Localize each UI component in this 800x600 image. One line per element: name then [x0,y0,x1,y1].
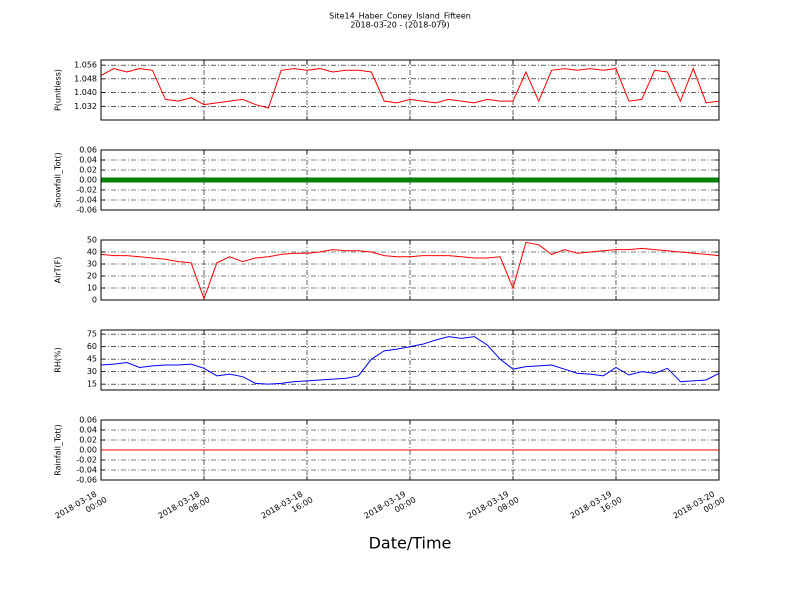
y-tick-label: -0.02 [76,186,97,195]
y-tick-label: -0.06 [76,206,97,215]
x-tick-label: 2018-03-1800:00 [53,486,108,529]
y-axis-label: AirT(F) [54,257,63,284]
y-tick-label: -0.06 [76,476,97,485]
y-tick-label: 30 [87,367,97,376]
y-tick-label: 0.00 [79,446,97,455]
plot-frame [100,149,720,211]
chart-title: Site14_Haber_Coney_Island_Fifteen [329,12,471,21]
data-line [100,67,720,109]
y-tick-label: 0.06 [79,146,97,155]
x-tick-label: 2018-03-2000:00 [671,486,726,529]
y-tick-label: 40 [87,248,97,257]
y-tick-label: 1.032 [74,102,97,111]
x-tick-label: 2018-03-1816:00 [259,486,314,529]
y-tick-label: 0.02 [79,166,97,175]
y-tick-label: 50 [87,236,97,245]
y-tick-label: 45 [87,355,97,364]
x-tick-label: 2018-03-1900:00 [362,486,417,529]
y-tick-label: -0.02 [76,456,97,465]
y-tick-label: 75 [87,330,97,339]
x-axis-label: Date/Time [369,534,452,553]
y-tick-label: 15 [87,380,97,389]
y-axis-label: P(unitless) [54,69,63,111]
y-tick-label: 0.06 [79,416,97,425]
y-axis-label: Rainfall_Tot() [54,424,63,476]
x-tick-label: 2018-03-1808:00 [156,486,211,529]
y-tick-label: 0.04 [79,156,97,165]
plot-frame [100,239,720,301]
y-tick-label: 30 [87,260,97,269]
plot-frame [100,329,720,391]
y-tick-label: 1.048 [74,74,97,83]
y-axis-label: Snowfall_Tot() [54,152,63,208]
x-tick-label: 2018-03-1916:00 [568,486,623,529]
plot-frame [100,59,720,121]
data-line [100,241,720,301]
y-tick-label: 0.02 [79,436,97,445]
y-tick-label: 0 [92,296,97,305]
y-tick-label: -0.04 [76,466,97,475]
x-tick-label: 2018-03-1908:00 [465,486,520,529]
plot-frame [100,419,720,481]
y-tick-label: 1.056 [74,61,97,70]
y-tick-label: 1.040 [74,88,97,97]
y-tick-label: 10 [87,284,97,293]
y-tick-label: 0.00 [79,176,97,185]
y-axis-label: RH(%) [54,347,63,372]
chart-subtitle: 2018-03-20 - (2018-079) [350,21,449,30]
y-tick-label: 60 [87,342,97,351]
data-line [100,336,720,385]
y-tick-label: 0.04 [79,426,97,435]
y-tick-label: 20 [87,272,97,281]
y-tick-label: -0.04 [76,196,97,205]
